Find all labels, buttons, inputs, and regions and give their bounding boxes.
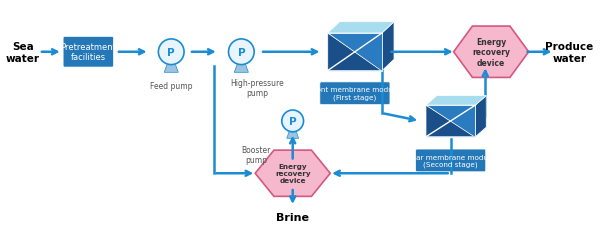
FancyBboxPatch shape: [416, 149, 486, 172]
Text: P: P: [167, 47, 175, 57]
Text: P: P: [238, 47, 245, 57]
Text: High-pressure
pump: High-pressure pump: [230, 78, 284, 98]
Circle shape: [282, 111, 304, 132]
Text: Feed pump: Feed pump: [150, 81, 193, 90]
Text: Sea
water: Sea water: [6, 42, 40, 63]
Circle shape: [229, 40, 254, 65]
Polygon shape: [328, 34, 382, 71]
Polygon shape: [255, 151, 330, 197]
Text: Pretreatment
facilities: Pretreatment facilities: [61, 43, 116, 62]
Text: Front membrane module
(First stage): Front membrane module (First stage): [310, 87, 400, 101]
FancyBboxPatch shape: [63, 37, 113, 68]
Polygon shape: [426, 106, 475, 137]
Text: P: P: [289, 116, 296, 126]
Polygon shape: [426, 106, 475, 137]
Polygon shape: [164, 65, 178, 73]
Polygon shape: [234, 65, 248, 73]
Polygon shape: [328, 34, 382, 71]
Polygon shape: [328, 34, 382, 71]
Polygon shape: [426, 106, 475, 137]
Polygon shape: [328, 23, 394, 34]
FancyBboxPatch shape: [320, 83, 390, 105]
Polygon shape: [426, 96, 486, 106]
Polygon shape: [454, 27, 529, 78]
Text: Rear membrane module
(Second stage): Rear membrane module (Second stage): [407, 154, 494, 168]
Circle shape: [158, 40, 184, 65]
Polygon shape: [287, 132, 299, 139]
Polygon shape: [475, 96, 486, 137]
Text: Energy
recovery
device: Energy recovery device: [275, 163, 311, 183]
Polygon shape: [437, 96, 486, 128]
Polygon shape: [382, 23, 394, 71]
Text: Brine: Brine: [276, 212, 309, 222]
Text: Booster
pump: Booster pump: [241, 145, 271, 165]
Text: Produce
water: Produce water: [545, 42, 593, 63]
Polygon shape: [340, 23, 394, 60]
Text: Energy
recovery
device: Energy recovery device: [472, 38, 510, 67]
